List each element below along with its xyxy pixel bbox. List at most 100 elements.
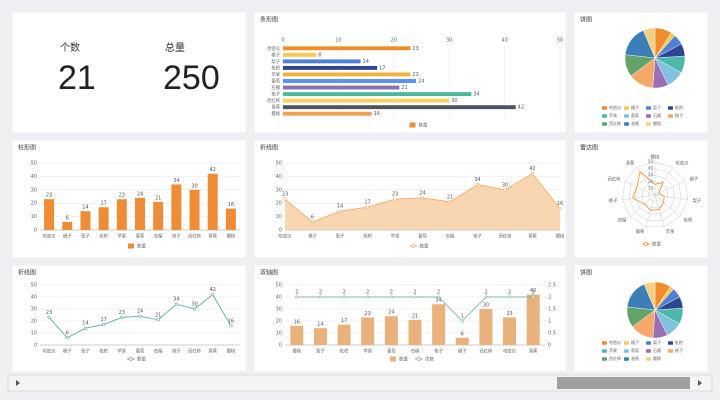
point: [342, 295, 346, 299]
value-label: 6: [66, 215, 69, 221]
kpi-label: 总量: [165, 41, 185, 54]
x-tick-label: 20: [391, 38, 397, 44]
legend-label: 葡萄: [631, 112, 639, 118]
bar: [80, 211, 91, 230]
point: [558, 206, 562, 211]
value-label: 30: [191, 183, 197, 189]
radar-axis: [654, 167, 674, 196]
radar-axis: [654, 194, 688, 200]
y-tick-label: 樱桃: [271, 110, 280, 117]
value-label: 34: [173, 297, 179, 303]
x-tick-label: 苹果: [391, 233, 400, 240]
legend-label: 哈密瓜: [609, 339, 621, 345]
radar-label: 橘子: [690, 176, 699, 183]
value-label: 24: [418, 79, 424, 85]
legend-label: 数量: [137, 356, 146, 363]
scroll-left[interactable]: [16, 380, 20, 386]
legend-swatch: [644, 242, 648, 246]
radar-label: 枇杷: [684, 216, 693, 223]
x-tick-label: 桃子: [473, 233, 482, 240]
x-tick-label: 哈密瓜: [43, 348, 57, 355]
legend-label: 香蕉: [631, 355, 639, 361]
scrollbar-track[interactable]: [7, 374, 713, 392]
point: [83, 326, 88, 330]
legend-swatch: [646, 106, 651, 110]
value-label: 23: [392, 192, 398, 198]
value-label: 2: [508, 290, 511, 296]
bar: [189, 189, 200, 230]
bar: [455, 337, 469, 345]
legend-label: 苹果: [609, 112, 617, 118]
point: [120, 315, 124, 320]
chart-title: 条形图: [260, 16, 278, 24]
bar: [62, 221, 73, 230]
bar: [283, 79, 416, 83]
bar: [361, 317, 375, 345]
legend-swatch: [646, 114, 651, 118]
value-label: 17: [100, 317, 106, 323]
x-tick-label: 哈密瓜: [503, 348, 517, 355]
legend-label: 枇杷: [675, 339, 683, 345]
scroll-right[interactable]: [698, 380, 702, 386]
legend-swatch: [624, 114, 629, 118]
value-label: 6: [461, 331, 464, 337]
x-tick-label: 桃子: [172, 233, 181, 240]
value-label: 14: [317, 322, 323, 328]
value-label: 21: [155, 312, 161, 318]
point: [475, 182, 480, 187]
y-tick-label: 枇杷: [271, 64, 280, 71]
value-label: 34: [435, 298, 441, 304]
x-tick-label: 枇杷: [340, 348, 349, 355]
r-tick-label: 40: [648, 166, 654, 171]
legend-label: 梨子: [653, 104, 661, 110]
radar-axis: [624, 181, 656, 196]
point: [389, 295, 393, 299]
x-tick-label: 西红柿: [479, 348, 493, 355]
radar-axis: [654, 194, 681, 217]
bar: [207, 173, 218, 230]
y-tick-label: 50: [276, 283, 282, 289]
scrollbar-thumb[interactable]: [557, 377, 690, 389]
value-label: 17: [100, 201, 106, 207]
x-tick-label: 葡萄: [136, 348, 145, 355]
chart-title: 双轴图: [260, 269, 278, 277]
legend-swatch: [417, 357, 421, 361]
x-tick-label: 梨子: [81, 233, 90, 240]
legend-swatch: [624, 341, 629, 345]
value-label: 17: [341, 318, 347, 324]
point: [508, 295, 512, 299]
bar: [503, 317, 517, 345]
x-tick-label: 橘子: [458, 348, 467, 355]
panel: [11, 11, 247, 134]
x-tick-label: 0: [281, 38, 284, 44]
legend-label: 石榴: [653, 347, 661, 353]
bar: [283, 59, 361, 64]
value-label: 17: [379, 65, 385, 71]
legend-label: 枇杷: [675, 104, 683, 110]
point: [503, 188, 507, 192]
point: [530, 172, 535, 176]
radar-label: 苹果: [666, 228, 675, 235]
point: [295, 295, 299, 299]
x-tick-label: 葡萄: [136, 233, 145, 240]
y-tick-label: 40: [276, 174, 282, 180]
bar: [283, 65, 378, 70]
legend-label: 樱桃: [653, 355, 661, 361]
value-label: 23: [46, 310, 52, 316]
bar: [283, 92, 472, 97]
value-label: 16: [294, 319, 300, 325]
y-tick-label: 10: [276, 214, 282, 220]
y2-tick-label: 1: [548, 319, 551, 325]
panel: [11, 139, 247, 259]
point: [437, 295, 441, 299]
y2-tick-label: 0: [548, 343, 551, 349]
legend-swatch: [624, 122, 629, 126]
bar: [283, 52, 317, 57]
value-label: 23: [412, 72, 418, 78]
legend-label: 数量: [420, 243, 429, 250]
kpi-value: 21: [58, 59, 96, 97]
value-label: 14: [337, 204, 343, 210]
value-label: 24: [388, 310, 394, 316]
chart-title: 柱形图: [18, 144, 36, 152]
y-tick-label: 0: [34, 228, 37, 234]
